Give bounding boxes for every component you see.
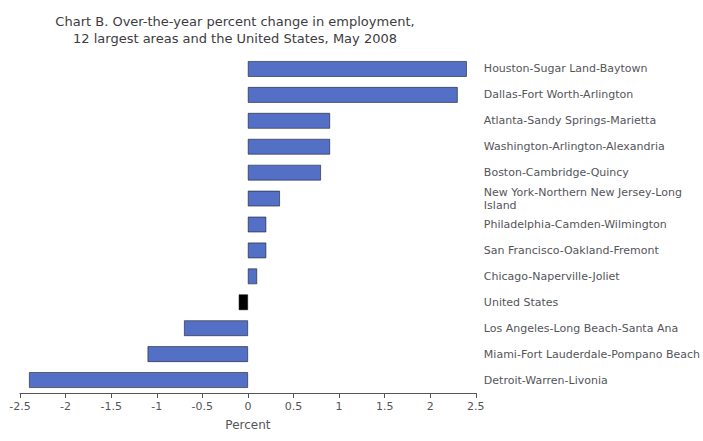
svg-text:12 largest areas and the Unite: 12 largest areas and the United States, … <box>73 31 397 46</box>
svg-text:-1: -1 <box>151 400 162 413</box>
svg-text:1.5: 1.5 <box>376 400 394 413</box>
svg-text:Philadelphia-Camden-Wilmington: Philadelphia-Camden-Wilmington <box>484 218 667 231</box>
svg-text:-1.5: -1.5 <box>100 400 121 413</box>
svg-text:Washington-Arlington-Alexandri: Washington-Arlington-Alexandria <box>484 140 665 153</box>
svg-text:Chicago-Naperville-Joliet: Chicago-Naperville-Joliet <box>484 270 621 283</box>
svg-text:-0.5: -0.5 <box>192 400 213 413</box>
svg-text:Percent: Percent <box>225 418 270 432</box>
svg-text:United States: United States <box>484 296 559 309</box>
svg-text:New York-Northern New Jersey-L: New York-Northern New Jersey-Long <box>484 186 682 199</box>
svg-text:Atlanta-Sandy Springs-Marietta: Atlanta-Sandy Springs-Marietta <box>484 114 656 127</box>
svg-text:-2.5: -2.5 <box>9 400 30 413</box>
svg-text:Island: Island <box>484 199 517 212</box>
svg-text:Dallas-Fort Worth-Arlington: Dallas-Fort Worth-Arlington <box>484 88 633 101</box>
svg-text:San Francisco-Oakland-Fremont: San Francisco-Oakland-Fremont <box>484 244 660 257</box>
svg-text:Chart B. Over-the-year percent: Chart B. Over-the-year percent change in… <box>55 14 414 29</box>
svg-text:-2: -2 <box>60 400 71 413</box>
svg-text:Houston-Sugar Land-Baytown: Houston-Sugar Land-Baytown <box>484 62 648 75</box>
svg-text:Los Angeles-Long Beach-Santa A: Los Angeles-Long Beach-Santa Ana <box>484 322 678 335</box>
svg-text:0: 0 <box>244 400 251 413</box>
svg-text:Detroit-Warren-Livonia: Detroit-Warren-Livonia <box>484 374 608 387</box>
svg-text:2.5: 2.5 <box>467 400 485 413</box>
svg-text:2: 2 <box>427 400 434 413</box>
svg-text:1: 1 <box>336 400 343 413</box>
svg-text:Miami-Fort Lauderdale-Pompano: Miami-Fort Lauderdale-Pompano Beach <box>484 348 700 361</box>
svg-text:Boston-Cambridge-Quincy: Boston-Cambridge-Quincy <box>484 166 629 179</box>
svg-text:0.5: 0.5 <box>285 400 303 413</box>
